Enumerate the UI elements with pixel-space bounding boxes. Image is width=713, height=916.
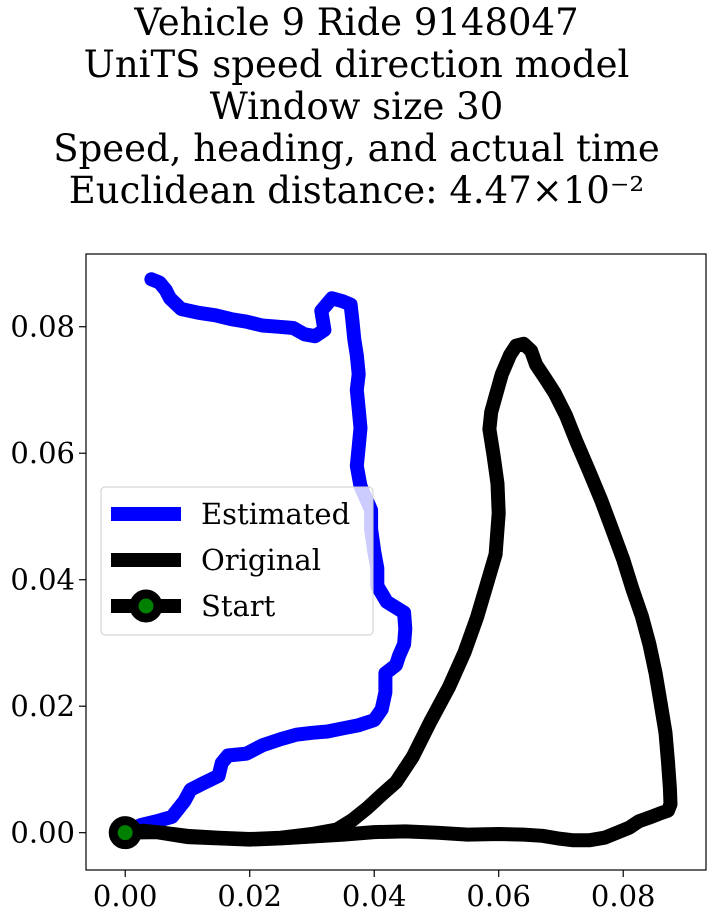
legend-label: Estimated: [201, 497, 350, 531]
marker-layer: [108, 816, 142, 850]
legend-box: [100, 486, 374, 636]
y-tick-label: 0.04: [10, 563, 75, 597]
y-tick-label: 0.08: [10, 310, 75, 344]
tick-layer: 0.00 0.02 0.04 0.06 0.08 0.00 0.02 0.04 0.06 0.08: [10, 310, 655, 913]
legend-item-original: Original: [111, 543, 321, 577]
x-tick-label: 0.06: [466, 879, 531, 913]
legend-item-start: Start: [111, 589, 276, 623]
title-line-5: Euclidean distance: 4.47×10⁻²: [68, 169, 645, 212]
y-tick-label: 0.06: [10, 436, 75, 470]
title-line-1: Vehicle 9 Ride 9148047: [134, 1, 579, 44]
legend: Estimated Original Start: [100, 486, 374, 636]
x-tick-label: 0.08: [591, 879, 656, 913]
plot-frame: [85, 253, 707, 871]
series-line-original: [118, 336, 678, 848]
title-line-4: Speed, heading, and actual time: [53, 127, 660, 170]
legend-label: Start: [201, 589, 276, 623]
x-tick-label: 0.04: [342, 879, 407, 913]
x-tick-label: 0.00: [93, 879, 158, 913]
legend-marker: [129, 589, 163, 623]
y-tick-label: 0.02: [10, 689, 75, 723]
start-marker: [108, 816, 142, 850]
title-line-3: Window size 30: [209, 85, 504, 128]
legend-item-estimated: Estimated: [111, 497, 350, 531]
chart-title: Vehicle 9 Ride 9148047 UniTS speed direc…: [0, 2, 713, 212]
x-tick-label: 0.02: [217, 879, 282, 913]
legend-label: Original: [201, 543, 321, 577]
y-tick-label: 0.00: [10, 816, 75, 850]
title-line-2: UniTS speed direction model: [83, 43, 630, 86]
